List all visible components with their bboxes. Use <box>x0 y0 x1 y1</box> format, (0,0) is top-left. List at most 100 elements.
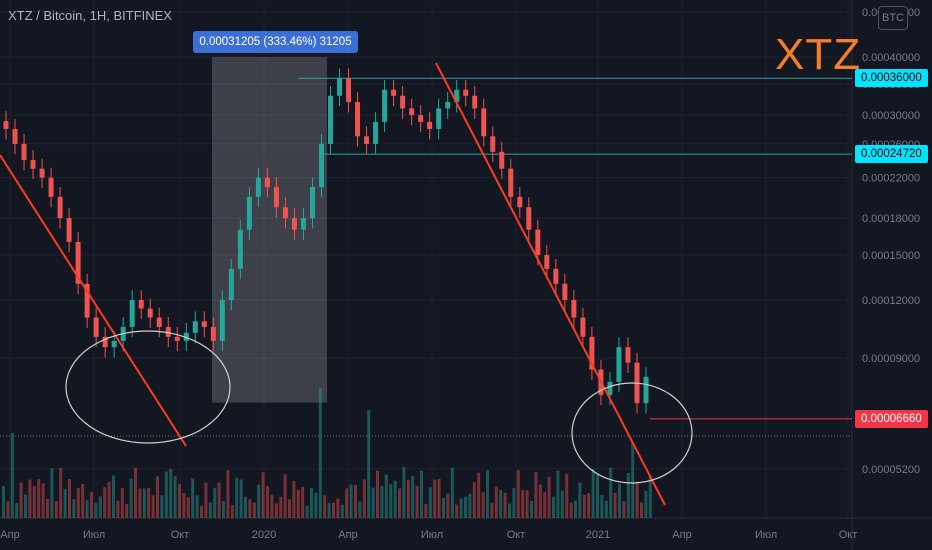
volume-bar <box>354 484 357 518</box>
volume-bar <box>226 470 230 518</box>
volume-bar <box>618 483 621 518</box>
y-tick-label: 0.00018000 <box>862 213 920 225</box>
volume-bar <box>591 469 595 518</box>
volume-bar <box>459 498 463 518</box>
candle-body <box>535 229 541 255</box>
volume-bar <box>296 489 300 518</box>
volume-bar <box>384 474 388 518</box>
x-tick-label: Июл <box>421 529 443 541</box>
volume-bar <box>266 486 269 518</box>
x-tick-label: Окт <box>507 529 526 541</box>
volume-bar <box>120 487 124 518</box>
candle-body <box>373 121 379 144</box>
volume-bar <box>406 479 410 518</box>
volume-bar <box>103 487 107 518</box>
volume-bar <box>54 501 58 518</box>
volume-bar <box>543 492 547 518</box>
downtrend-line-right <box>435 62 666 506</box>
candle-body <box>75 241 81 284</box>
volume-bar <box>15 502 19 518</box>
volume-bar <box>552 496 555 518</box>
price-label-lower-level: 0.00024720 <box>855 145 928 164</box>
candle-body <box>300 218 306 230</box>
volume-bar <box>420 470 423 518</box>
volume-bar <box>560 490 564 518</box>
candle-body <box>93 317 99 337</box>
candle-body <box>66 218 72 242</box>
x-tick-label: Окт <box>171 529 190 541</box>
volume-bar <box>318 388 322 518</box>
candle-body <box>39 168 45 178</box>
volume-bar <box>239 479 243 518</box>
volume-bar <box>613 492 617 518</box>
volume-bar <box>450 467 454 518</box>
volume-bar <box>41 483 45 518</box>
volume-bar <box>28 479 32 518</box>
x-tick-label: Апр <box>338 529 357 541</box>
volume-bar <box>19 482 23 518</box>
volume-bar <box>380 486 384 518</box>
candle-body <box>625 347 631 363</box>
y-tick-label: 0.00022000 <box>862 173 920 185</box>
volume-bar <box>288 499 291 518</box>
volume-bar <box>516 469 520 518</box>
volume-bar <box>244 496 247 518</box>
y-tick-label: 0.00030000 <box>862 110 920 122</box>
candle-body <box>517 196 523 208</box>
candle-body <box>508 168 514 197</box>
volume-bar <box>248 499 252 518</box>
volume-bar <box>200 505 203 518</box>
volume-bar <box>6 501 10 518</box>
volume-bar <box>340 504 344 518</box>
candle-body <box>337 78 343 96</box>
currency-badge[interactable]: BTC <box>878 6 908 30</box>
candle-body <box>499 151 505 169</box>
candle-body <box>607 381 613 395</box>
volume-bar <box>503 492 507 518</box>
volume-bar <box>301 486 305 518</box>
candle-body <box>436 108 442 129</box>
volume-bar <box>147 487 151 518</box>
candle-body <box>382 89 388 122</box>
consolidation-ellipse-right <box>571 382 693 484</box>
volume-bar <box>81 484 85 518</box>
candle-body <box>580 317 586 337</box>
volume-bar <box>530 500 533 518</box>
candle-body <box>643 376 649 404</box>
volume-bar <box>512 487 516 518</box>
candle-body <box>409 108 415 116</box>
y-tick-label: 0.00005200 <box>862 464 920 476</box>
volume-bar <box>46 498 49 518</box>
price-label-upper-level: 0.00036000 <box>855 69 928 88</box>
consolidation-ellipse-left <box>65 330 231 444</box>
candle-body <box>616 347 622 382</box>
candle-body <box>463 89 469 96</box>
measure-tooltip: 0.00031205 (333.46%) 31205 <box>193 31 358 53</box>
candle-body <box>3 121 9 129</box>
candle-body <box>48 177 54 197</box>
volume-bar <box>477 472 481 518</box>
volume-bar <box>424 503 428 518</box>
volume-bar <box>644 490 648 518</box>
volume-bar <box>367 410 371 518</box>
volume-bar <box>622 501 626 518</box>
volume-bar <box>578 482 582 518</box>
candle-body <box>210 326 216 341</box>
volume-bar <box>173 476 177 518</box>
candle-body <box>165 326 171 337</box>
candle-body <box>445 102 451 109</box>
volume-bar <box>433 479 437 518</box>
volume-bar <box>486 470 489 518</box>
candle-body <box>291 218 297 230</box>
volume-bar <box>24 494 27 518</box>
candle-body <box>282 207 288 219</box>
volume-bar <box>327 502 331 518</box>
volume-bar <box>556 470 560 518</box>
volume-bar <box>345 488 349 518</box>
volume-bar <box>402 467 406 518</box>
y-tick-label: 0.00040000 <box>862 52 920 64</box>
volume-bar <box>178 483 181 518</box>
candle-body <box>192 321 198 333</box>
volume-bar <box>398 488 401 518</box>
